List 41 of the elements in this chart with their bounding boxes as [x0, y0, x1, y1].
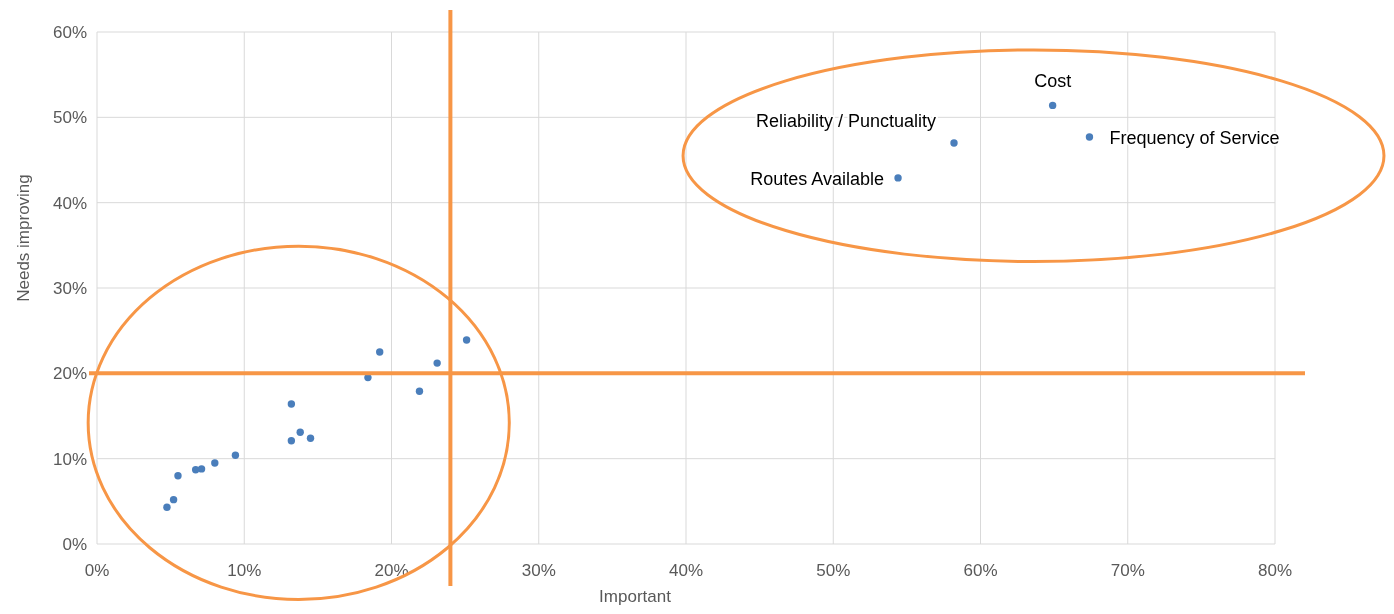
- x-tick-label: 40%: [668, 561, 704, 580]
- point: [287, 437, 296, 445]
- y-tick-label: 50%: [52, 108, 87, 128]
- point: [433, 359, 441, 367]
- point: [950, 139, 958, 147]
- x-tick-label: 80%: [1257, 561, 1293, 580]
- point: [211, 459, 219, 467]
- point: [197, 465, 206, 473]
- x-tick-label: 0%: [84, 561, 110, 580]
- x-tick-label: 60%: [963, 561, 998, 580]
- y-tick-label: 0%: [62, 535, 87, 554]
- annotation: Routes Available: [750, 168, 885, 189]
- point: [1048, 101, 1057, 110]
- annotation: Reliability / Punctuality: [755, 110, 936, 131]
- x-tick-label: 20%: [374, 561, 409, 580]
- point: [1085, 133, 1094, 141]
- point: [174, 472, 182, 480]
- y-tick-label: 60%: [52, 23, 87, 42]
- x-axis-title: Important: [599, 587, 672, 606]
- annotation: Frequency of Service: [1109, 127, 1280, 148]
- point: [231, 451, 240, 459]
- point: [462, 336, 471, 344]
- point: [415, 387, 424, 395]
- x-tick-label: 70%: [1110, 561, 1145, 580]
- y-tick-label: 10%: [52, 449, 87, 469]
- x-tick-label: 10%: [227, 561, 262, 580]
- point: [306, 434, 315, 442]
- point: [296, 428, 304, 436]
- y-tick-label: 30%: [52, 279, 87, 298]
- y-tick-label: 20%: [52, 364, 87, 384]
- y-axis-title: Needs improving: [14, 174, 33, 302]
- point: [169, 495, 178, 504]
- point: [191, 466, 200, 474]
- point: [376, 348, 384, 356]
- point: [894, 174, 902, 182]
- x-tick-label: 30%: [521, 561, 556, 580]
- x-tick-label: 50%: [816, 561, 851, 580]
- annotation: Cost: [1034, 71, 1072, 92]
- y-tick-label: 40%: [52, 193, 87, 213]
- point: [163, 503, 171, 512]
- point: [287, 400, 296, 408]
